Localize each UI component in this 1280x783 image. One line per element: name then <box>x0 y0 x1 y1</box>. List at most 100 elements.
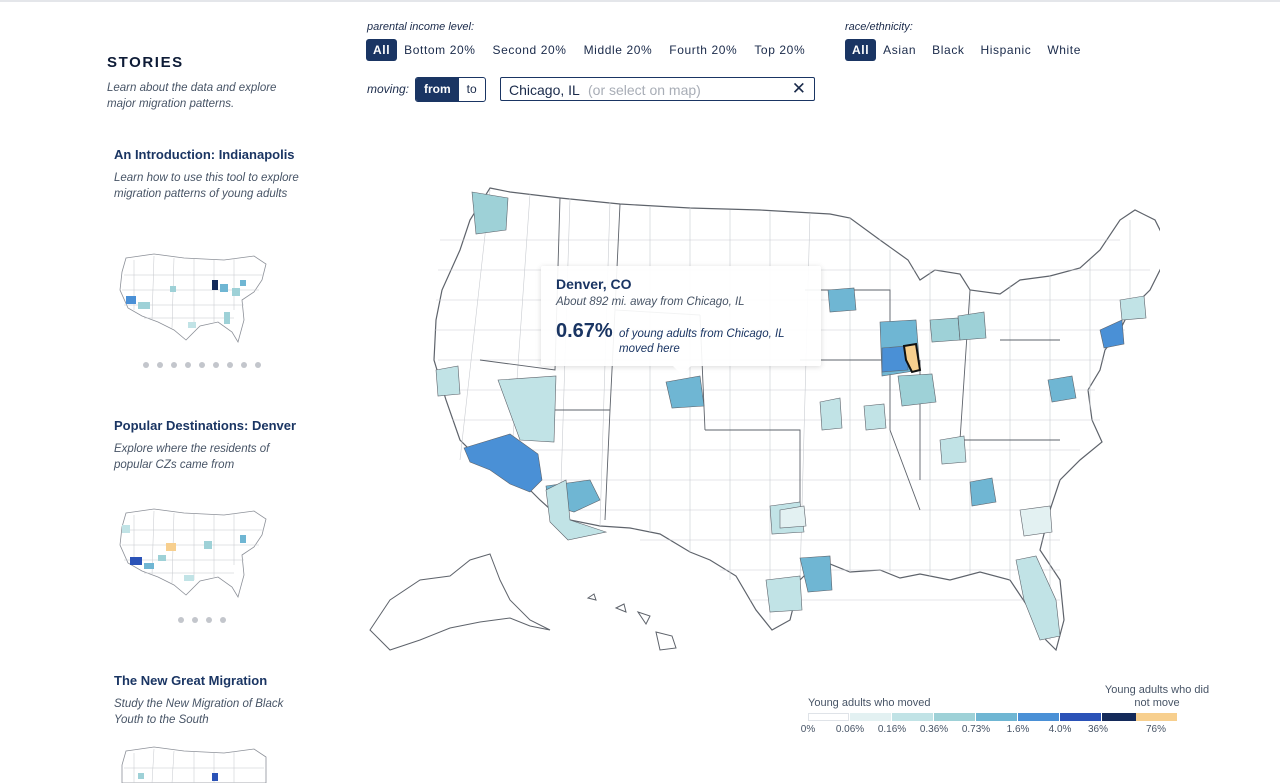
legend-tick-label: 36% <box>1087 724 1109 735</box>
income-level-label: parental income level: <box>367 21 475 33</box>
race-option-hispanic[interactable]: Hispanic <box>980 43 1032 57</box>
story-description: Learn how to use this tool to explore mi… <box>114 172 299 200</box>
legend-bin <box>976 713 1017 721</box>
story-pagination-dots[interactable] <box>178 617 226 623</box>
us-migration-map[interactable] <box>360 180 1160 670</box>
story-title[interactable]: The New Great Migration <box>114 673 268 688</box>
tooltip-title: Denver, CO <box>556 276 632 292</box>
story-description: Explore where the residents of popular C… <box>114 443 270 471</box>
region-las-vegas <box>497 375 557 443</box>
story-title[interactable]: Popular Destinations: Denver <box>114 418 297 433</box>
income-option-fourth-20[interactable]: Fourth 20% <box>669 43 738 57</box>
region-los-angeles <box>463 433 543 493</box>
story-thumbnail-denver[interactable] <box>114 505 274 605</box>
legend-bin <box>808 713 849 721</box>
pagination-dot[interactable] <box>206 617 212 623</box>
stories-subtitle: Learn about the data and explore major m… <box>107 82 277 110</box>
legend-no-move-swatch <box>1136 713 1177 721</box>
race-option-black[interactable]: Black <box>932 43 965 57</box>
story-pagination-dots[interactable] <box>143 362 261 368</box>
pagination-dot[interactable] <box>143 362 149 368</box>
region-houston <box>799 555 833 593</box>
income-option-middle-20[interactable]: Middle 20% <box>583 43 653 57</box>
tooltip-distance: About 892 mi. away from Chicago, IL <box>556 296 745 308</box>
moving-direction-toggle: from to <box>415 77 486 102</box>
pagination-dot[interactable] <box>227 362 233 368</box>
moving-to-option[interactable]: to <box>466 82 477 96</box>
income-option-bottom-20[interactable]: Bottom 20% <box>404 43 476 57</box>
region-san-francisco <box>435 365 461 397</box>
region-kansas-city <box>819 397 843 431</box>
region-florida <box>1015 555 1061 641</box>
region-detroit <box>957 311 987 341</box>
pagination-dot[interactable] <box>185 362 191 368</box>
legend-no-move-title: Young adults who did not move <box>1104 684 1210 709</box>
tooltip-description: of young adults from Chicago, IL moved h… <box>619 328 785 355</box>
story-card-new-great-migration[interactable]: The New Great Migration Study the New Mi… <box>114 671 304 728</box>
income-option-second-20[interactable]: Second 20% <box>492 43 567 57</box>
pagination-dot[interactable] <box>255 362 261 368</box>
region-atlanta <box>969 477 997 507</box>
region-austin <box>765 575 803 613</box>
pagination-dot[interactable] <box>213 362 219 368</box>
region-nashville <box>939 435 967 465</box>
moving-from-option[interactable]: from <box>416 78 459 101</box>
legend-tick-label: 1.6% <box>1006 724 1030 735</box>
region-st-louis <box>863 403 887 431</box>
legend-bin <box>892 713 933 721</box>
legend-bin <box>1102 713 1143 721</box>
pagination-dot[interactable] <box>220 617 226 623</box>
region-hawaii <box>586 593 677 651</box>
income-option-top-20[interactable]: Top 20% <box>754 43 806 57</box>
income-option-all[interactable]: All <box>366 39 398 61</box>
legend-no-move-value: 76% <box>1146 724 1167 735</box>
pagination-dot[interactable] <box>241 362 247 368</box>
pagination-dot[interactable] <box>178 617 184 623</box>
region-milwaukee <box>881 345 909 373</box>
location-value[interactable]: Chicago, IL <box>509 82 580 98</box>
legend-bin <box>850 713 891 721</box>
legend-bin <box>1060 713 1101 721</box>
location-search-input[interactable]: Chicago, IL (or select on map) ✕ <box>500 77 815 101</box>
legend-tick-label: 0.73% <box>961 724 991 735</box>
region-chicago-selected <box>902 342 922 374</box>
stories-sidebar: STORIES Learn about the data and explore… <box>0 0 330 783</box>
pagination-dot[interactable] <box>157 362 163 368</box>
legend-bin <box>934 713 975 721</box>
region-washington-dc <box>1047 375 1077 403</box>
legend-tick-label: 0.36% <box>919 724 949 735</box>
region-new-york <box>1099 319 1125 349</box>
story-card-indianapolis[interactable]: An Introduction: Indianapolis Learn how … <box>114 145 304 202</box>
region-seattle <box>471 191 509 235</box>
race-option-asian[interactable]: Asian <box>883 43 917 57</box>
pagination-dot[interactable] <box>171 362 177 368</box>
top-border <box>0 0 1280 2</box>
pagination-dot[interactable] <box>199 362 205 368</box>
legend-tick-label: 0.16% <box>877 724 907 735</box>
region-tucson <box>545 479 608 541</box>
region-michigan <box>929 317 961 343</box>
stories-heading: STORIES <box>107 54 184 71</box>
region-fort-worth <box>779 505 807 529</box>
race-option-all[interactable]: All <box>845 39 877 61</box>
pagination-dot[interactable] <box>192 617 198 623</box>
tooltip-percent: 0.67% <box>556 320 613 342</box>
income-level-selector: All Bottom 20% Second 20% Middle 20% Fou… <box>366 39 812 61</box>
story-card-denver[interactable]: Popular Destinations: Denver Explore whe… <box>114 416 304 473</box>
region-indianapolis <box>897 373 937 407</box>
legend-tick-label: 0% <box>800 724 816 735</box>
region-alaska <box>369 553 551 651</box>
story-thumbnail-indianapolis[interactable] <box>114 250 274 350</box>
legend-color-bins <box>808 713 1144 721</box>
region-tooltip: Denver, CO About 892 mi. away from Chica… <box>541 266 821 375</box>
region-carolinas <box>1019 505 1053 537</box>
region-denver <box>665 375 705 409</box>
moving-label: moving: <box>367 82 410 96</box>
story-thumbnail-new-great-migration[interactable] <box>114 743 274 783</box>
legend-tick-label: 0.06% <box>835 724 865 735</box>
story-description: Study the New Migration of Black Youth t… <box>114 698 284 726</box>
region-minneapolis <box>827 287 857 313</box>
race-option-white[interactable]: White <box>1047 43 1082 57</box>
story-title[interactable]: An Introduction: Indianapolis <box>114 147 295 162</box>
close-icon[interactable]: ✕ <box>791 79 806 98</box>
